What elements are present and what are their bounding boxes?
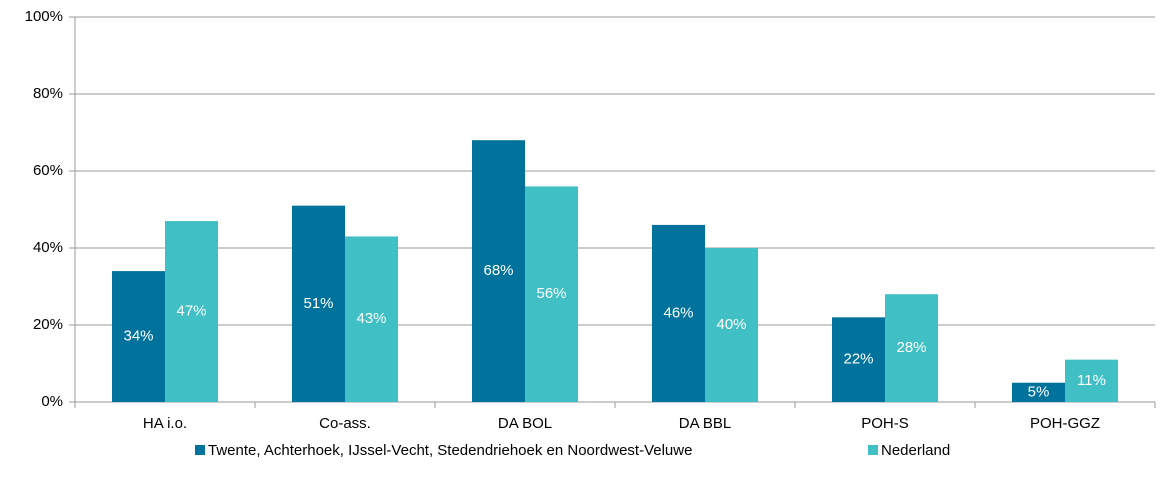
y-tick-label: 40% (33, 239, 63, 256)
y-tick-label: 0% (41, 393, 63, 410)
legend-swatch (868, 445, 878, 455)
bar (345, 236, 398, 402)
y-tick-label: 80% (33, 85, 63, 102)
x-tick-label: DA BBL (679, 415, 732, 432)
y-tick-label: 100% (25, 8, 63, 25)
bar (832, 317, 885, 402)
value-label: 47% (176, 302, 206, 319)
value-label: 28% (896, 339, 926, 356)
x-tick-label: Co-ass. (319, 415, 371, 432)
x-tick-label: POH-GGZ (1030, 415, 1100, 432)
legend-swatch (195, 445, 205, 455)
value-label: 68% (483, 262, 513, 279)
value-label: 5% (1028, 383, 1050, 400)
bar (292, 205, 345, 402)
value-label: 22% (843, 351, 873, 368)
y-tick-label: 20% (33, 316, 63, 333)
value-label: 46% (663, 304, 693, 321)
x-tick-label: DA BOL (498, 415, 552, 432)
x-tick-label: HA i.o. (143, 415, 187, 432)
bar (525, 186, 578, 402)
legend-label: Nederland (881, 442, 950, 459)
bar (472, 140, 525, 402)
bar (165, 221, 218, 402)
value-label: 56% (536, 285, 566, 302)
bar (885, 294, 938, 402)
value-label: 40% (716, 316, 746, 333)
y-tick-label: 60% (33, 162, 63, 179)
x-tick-label: POH-S (861, 415, 909, 432)
bar (112, 271, 165, 402)
bar (705, 248, 758, 402)
bar (1065, 359, 1118, 402)
value-label: 34% (123, 328, 153, 345)
legend-label: Twente, Achterhoek, IJssel-Vecht, Steden… (208, 442, 692, 459)
bar (652, 224, 705, 402)
bar (1012, 382, 1065, 402)
value-label: 51% (303, 295, 333, 312)
value-label: 43% (356, 310, 386, 327)
value-label: 11% (1077, 372, 1106, 389)
